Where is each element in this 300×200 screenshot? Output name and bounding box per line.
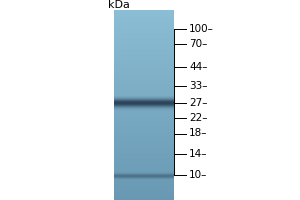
Text: 44–: 44– — [189, 62, 208, 72]
Text: kDa: kDa — [108, 0, 130, 10]
Text: 10–: 10– — [189, 170, 207, 180]
Text: 18–: 18– — [189, 129, 208, 138]
Text: 33–: 33– — [189, 81, 208, 91]
Text: 27–: 27– — [189, 98, 208, 108]
Text: 22–: 22– — [189, 113, 208, 123]
Text: 70–: 70– — [189, 39, 207, 49]
Text: 100–: 100– — [189, 24, 214, 34]
Text: 14–: 14– — [189, 149, 208, 159]
